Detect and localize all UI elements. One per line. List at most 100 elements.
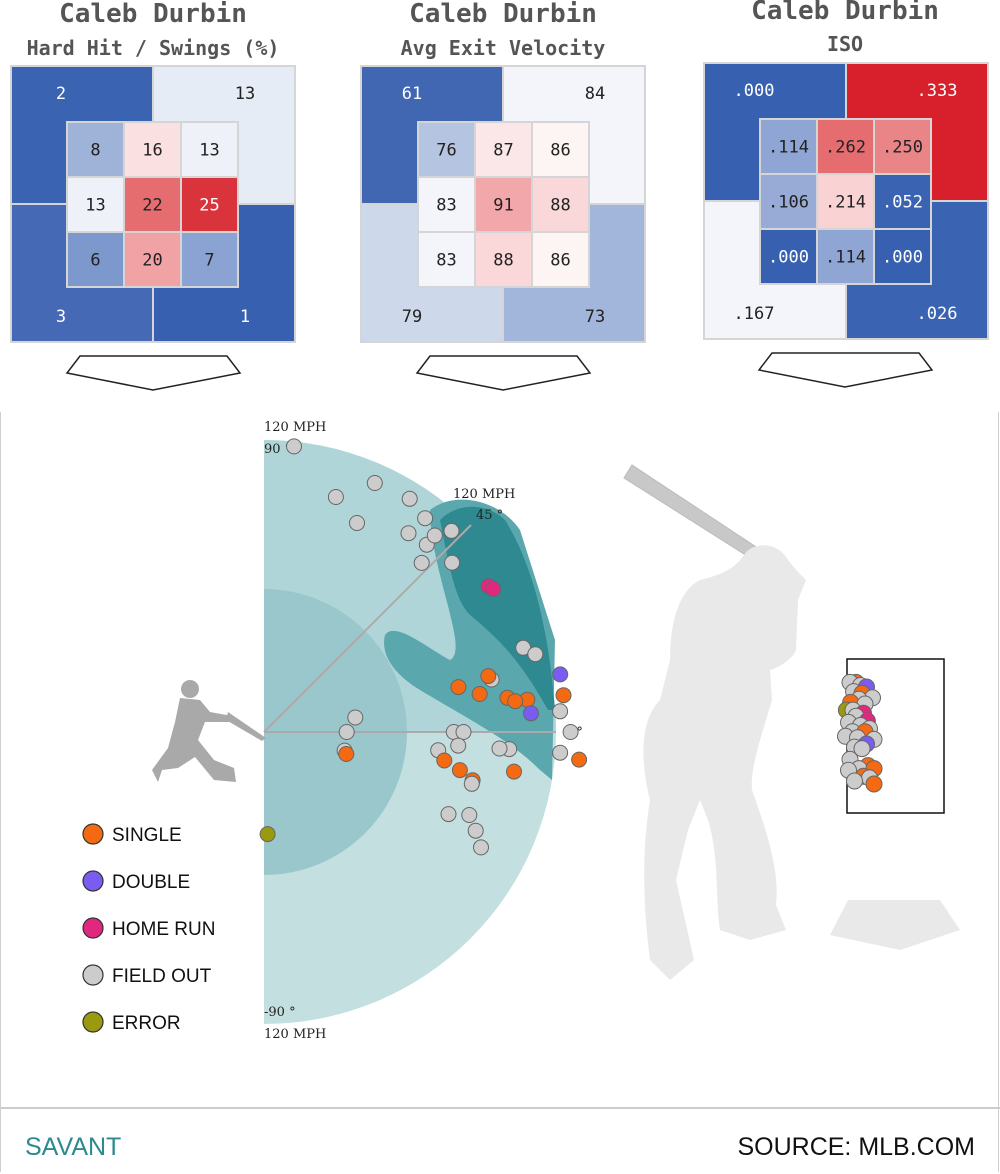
spray-point-error [259,826,276,843]
spray-point-field-out [400,525,417,542]
legend-label-home-run: HOME RUN [112,919,215,940]
zone-inner-value: .106 [768,193,809,213]
spray-point-single [450,679,467,696]
spray-point-field-out [562,724,579,740]
heatmap-3-player: Caleb Durbin [751,0,939,26]
legend-label-single: SINGLE [112,825,182,846]
spray-panel-frame [0,412,999,1172]
zone-value-top-right: 84 [585,84,605,104]
spray-point-field-out [401,490,418,507]
home-plate-icon [415,355,592,391]
spray-point-single [436,752,453,769]
zone-inner-value: .052 [882,193,923,213]
zone-inner-cell [759,228,818,285]
zone-inner-value: 6 [90,251,100,271]
spray-point-single [507,693,524,710]
zone-inner-value: 8 [90,141,100,161]
zone-inner-cell [417,231,476,288]
home-plate-icons [65,352,934,391]
zone-inner-cell [531,121,590,178]
footer-brand[interactable]: SAVANT [25,1133,122,1161]
zone-inner-value: 86 [550,141,570,161]
zone-inner-value: 7 [204,251,214,271]
zone-inner-value: 87 [493,141,513,161]
zone-inner-value: .114 [768,138,809,158]
zone-inner-value: 83 [436,196,456,216]
legend-label-double: DOUBLE [112,872,190,893]
zone-inner-value: 83 [436,251,456,271]
spray-point-field-out [338,724,355,740]
label-top-speed: 120 MPH [264,420,326,435]
zone-inner-cell [123,231,182,288]
zone-value-bottom-left: 3 [56,307,66,327]
spray-point-field-out [286,438,302,455]
zone-inner-cell [123,176,182,233]
zone-value-bottom-right: .026 [917,304,958,324]
heatmap-hard-hit: 2 13 3 1 8 16 13 13 22 25 6 20 7 [10,65,296,343]
spray-point-double [523,705,539,722]
spray-point-field-out [444,554,461,571]
legend-marker-double [82,870,104,892]
spray-point-single [506,763,522,780]
spray-point-single [480,668,497,685]
zone-value-top-left: .000 [734,81,775,101]
zone-inner-value: 76 [436,141,456,161]
zone-value-bottom-left: 79 [402,307,422,327]
zone-value-top-left: 2 [56,84,66,104]
legend-label-field-out: FIELD OUT [112,966,212,987]
legend-label-error: ERROR [112,1013,181,1034]
heatmap-3-title: ISO [827,32,863,56]
zone-inner-value: 16 [142,141,162,161]
spray-point-field-out [443,522,460,539]
batter-body-icon [643,545,806,980]
zone-inner-value: 20 [142,251,162,271]
spray-point-single [471,686,488,702]
zone-inner-value: .114 [825,248,866,268]
zone-inner-value: 13 [199,141,219,161]
zone-inner-value: 88 [493,251,513,271]
zone-inner-cell [531,231,590,288]
zone-inner-value: 91 [493,196,513,216]
spray-point-single [555,687,572,704]
zone-value-bottom-left: .167 [734,304,775,324]
zone-inner-cell [873,173,932,230]
zone-inner-value: .000 [882,248,923,268]
label-bottom-angle: -90 ° [264,1005,296,1020]
spray-point-field-out [417,510,434,527]
batter-silhouette-icon [152,680,266,782]
label-bottom-speed: 120 MPH [264,1027,326,1042]
zone-inner-value: .262 [825,138,866,158]
home-plate-icon [65,355,242,391]
legend-marker-field-out [82,964,104,986]
spray-point-field-out [349,515,365,531]
zone-inner-value: 13 [85,196,105,216]
spray-point-field-out [426,527,443,544]
zone-inner-value: 22 [142,196,162,216]
home-plate-icon [757,352,934,388]
label-top-angle: 90 ° [264,442,291,457]
heatmap-1-player: Caleb Durbin [59,0,247,29]
zone-value-top-left: 61 [402,84,422,104]
spray-point-field-out [327,489,344,505]
spray-point-home-run [485,580,502,597]
spray-point-field-out [463,775,480,792]
home-plate-icon [830,900,960,950]
spray-point-field-out [366,475,383,491]
zone-inner-value: 88 [550,196,570,216]
zone-inner-cell [474,121,533,178]
spray-point-field-out [491,740,508,757]
zone-inner-cell [180,231,239,288]
legend-marker-home-run [82,917,104,939]
spray-point-single [451,762,468,779]
heatmap-2-title: Avg Exit Velocity [401,36,606,60]
spray-point-field-out [461,807,478,823]
zone-value-top-right: 13 [235,84,255,104]
label-diag-speed: 120 MPH [453,487,515,502]
spray-point-field-out [347,709,364,726]
zone-value-bottom-right: 73 [585,307,605,327]
chart-canvas: Caleb Durbin Hard Hit / Swings (%) Caleb… [10,0,989,1042]
spray-point-field-out [552,703,569,720]
spray-point-field-out [455,724,472,740]
spray-point-field-out [473,839,489,856]
